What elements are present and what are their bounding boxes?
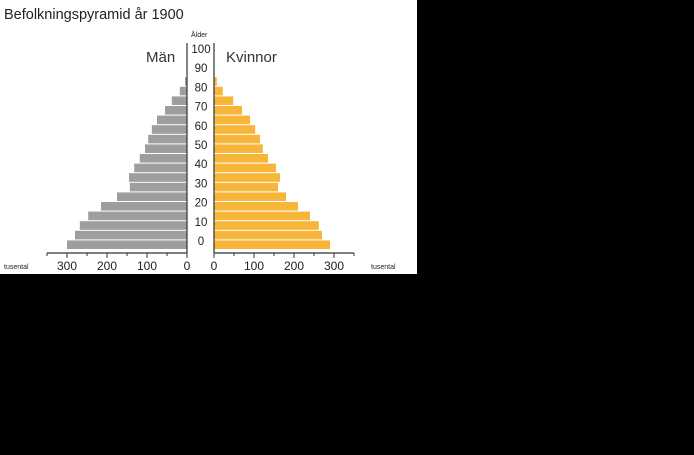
bar-men-40-44 <box>134 163 187 173</box>
bar-women-50-54 <box>214 144 263 153</box>
bar-women-55-59 <box>214 134 260 144</box>
bar-women-0-4 <box>214 240 330 249</box>
bar-women-65-69 <box>214 115 250 125</box>
bar-women-40-44 <box>214 163 276 173</box>
bar-women-60-64 <box>214 125 256 134</box>
bar-women-25-29 <box>214 192 286 201</box>
women-value-tick-label: 0 <box>211 259 218 273</box>
bar-men-30-34 <box>129 182 187 192</box>
bar-men-25-29 <box>117 192 187 201</box>
bar-women-70-74 <box>214 106 242 115</box>
bar-men-85-89 <box>185 77 187 86</box>
age-tick-label: 90 <box>195 63 208 75</box>
bar-men-15-19 <box>88 211 187 221</box>
bar-men-20-24 <box>101 202 187 211</box>
bar-women-45-49 <box>214 154 268 163</box>
bar-men-50-54 <box>145 144 187 153</box>
bar-men-0-4 <box>67 240 187 249</box>
bar-women-30-34 <box>214 182 278 192</box>
men-value-tick-label: 100 <box>137 259 157 273</box>
bar-men-80-84 <box>179 86 187 96</box>
men-value-tick-label: 0 <box>184 259 191 273</box>
unit-label-right: tusental <box>371 264 396 271</box>
series-label-men: Män <box>146 49 175 66</box>
bar-women-20-24 <box>214 202 298 211</box>
bar-men-10-14 <box>79 221 187 230</box>
bar-women-10-14 <box>214 221 319 230</box>
age-axis-label: Ålder <box>191 30 208 39</box>
bar-women-35-39 <box>214 173 280 182</box>
series-label-women: Kvinnor <box>226 49 277 66</box>
age-tick-label: 50 <box>195 140 208 152</box>
chart-title: Befolkningspyramid år 1900 <box>4 7 184 23</box>
bar-men-75-79 <box>171 96 187 105</box>
population-pyramid-chart: Befolkningspyramid år 1900 Män Kvinnor Å… <box>4 7 396 273</box>
age-tick-label: 30 <box>195 178 208 190</box>
age-tick-label: 40 <box>195 159 208 171</box>
unit-label-left: tusental <box>4 264 29 271</box>
age-tick-label: 60 <box>195 121 208 133</box>
age-tick-label: 10 <box>195 217 208 229</box>
women-value-tick-label: 100 <box>244 259 264 273</box>
bar-men-5-9 <box>75 230 187 240</box>
men-value-tick-label: 200 <box>97 259 117 273</box>
bar-men-45-49 <box>139 154 187 163</box>
age-tick-label: 100 <box>191 44 210 56</box>
bar-men-65-69 <box>157 115 187 125</box>
age-tick-label: 20 <box>195 198 208 210</box>
age-tick-label: 70 <box>195 102 208 114</box>
age-tick-label: 80 <box>195 82 208 94</box>
bar-men-70-74 <box>165 106 187 115</box>
chart-panel: Befolkningspyramid år 1900 Män Kvinnor Å… <box>0 0 417 274</box>
age-tick-label: 0 <box>198 236 204 248</box>
men-value-tick-label: 300 <box>57 259 77 273</box>
bar-women-85-89 <box>214 77 217 86</box>
bar-men-35-39 <box>129 173 187 182</box>
women-value-tick-label: 200 <box>284 259 304 273</box>
bar-men-60-64 <box>151 125 187 134</box>
bar-men-55-59 <box>148 134 187 144</box>
bar-women-80-84 <box>214 86 223 96</box>
bar-women-15-19 <box>214 211 310 221</box>
axes-group: 0 10 20 30 40 50 60 70 80 90 100 300 300 200 200 100 100… <box>46 43 355 273</box>
bar-women-5-9 <box>214 230 322 240</box>
bar-women-75-79 <box>214 96 234 105</box>
women-value-tick-label: 300 <box>324 259 344 273</box>
bars-group <box>67 67 330 249</box>
